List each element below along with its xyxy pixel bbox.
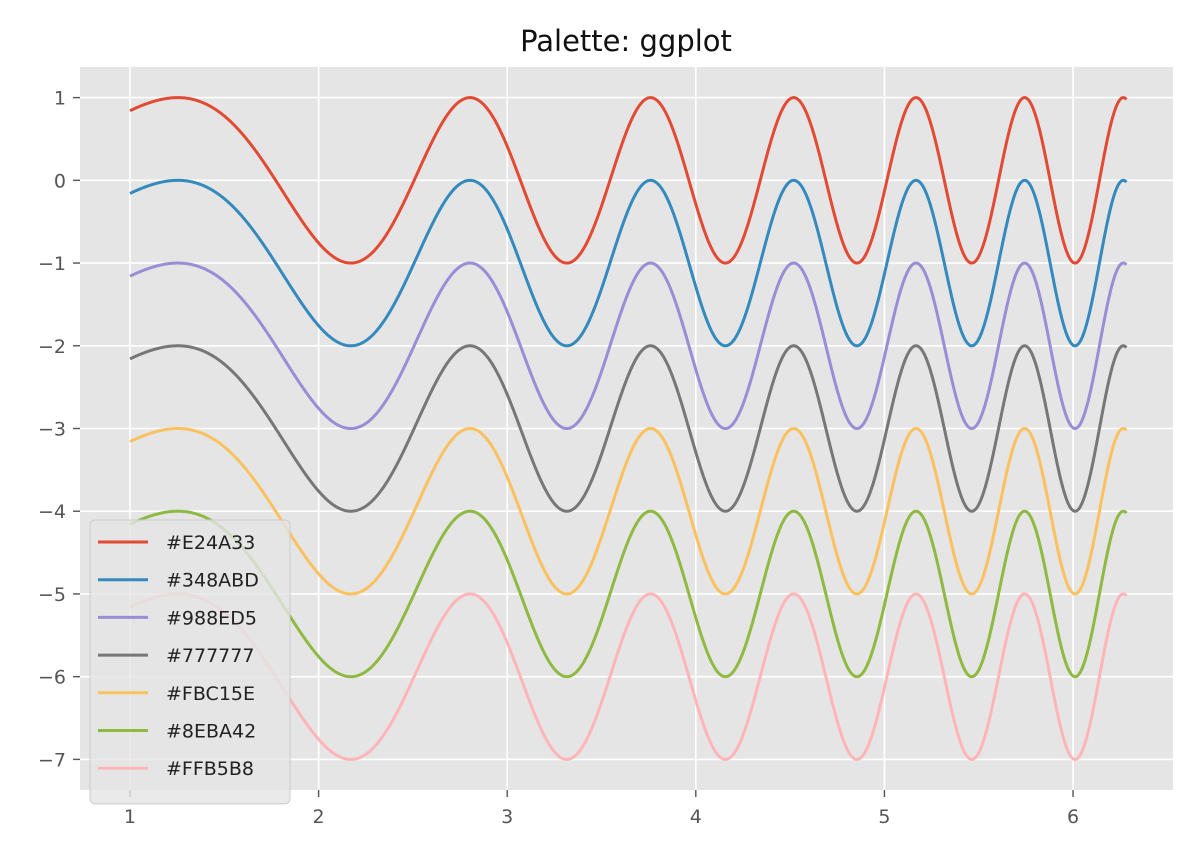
y-tick-label: −1	[38, 253, 66, 275]
x-tick-label: 1	[124, 806, 136, 828]
x-tick-label: 2	[313, 806, 325, 828]
series-line	[129, 261, 1128, 431]
y-tick-label: −4	[38, 501, 66, 523]
legend-label: #988ED5	[166, 607, 257, 629]
y-tick-label: −7	[38, 749, 66, 771]
x-tick-label: 5	[878, 806, 890, 828]
x-tick-label: 3	[501, 806, 513, 828]
legend-label: #FFB5B8	[166, 758, 254, 780]
y-tick-label: −5	[38, 584, 66, 606]
legend-label: #348ABD	[166, 570, 259, 592]
x-tick-label: 6	[1067, 806, 1079, 828]
y-tick-label: −2	[38, 336, 66, 358]
legend-box	[89, 519, 291, 805]
legend: #E24A33 #348ABD #988ED5 #777777 #FBC15E #8EBA…	[89, 519, 291, 805]
y-tick-label: −6	[38, 667, 66, 689]
x-tick-label: 4	[690, 806, 702, 828]
series-line	[129, 344, 1128, 513]
legend-label: #777777	[166, 645, 254, 667]
legend-label: #E24A33	[166, 532, 255, 554]
y-tick-label: 1	[54, 88, 66, 110]
series-line	[129, 426, 1128, 596]
series-lines	[129, 96, 1128, 761]
series-line	[129, 96, 1128, 265]
legend-label: #FBC15E	[166, 683, 255, 705]
grid	[80, 67, 1173, 790]
legend-label: #8EBA42	[166, 721, 256, 743]
series-line	[129, 178, 1128, 348]
series-line	[129, 592, 1128, 761]
series-line	[129, 509, 1128, 679]
chart-title: Palette: ggplot	[520, 24, 732, 58]
y-tick-label: −3	[38, 419, 66, 441]
y-tick-label: 0	[54, 170, 66, 192]
